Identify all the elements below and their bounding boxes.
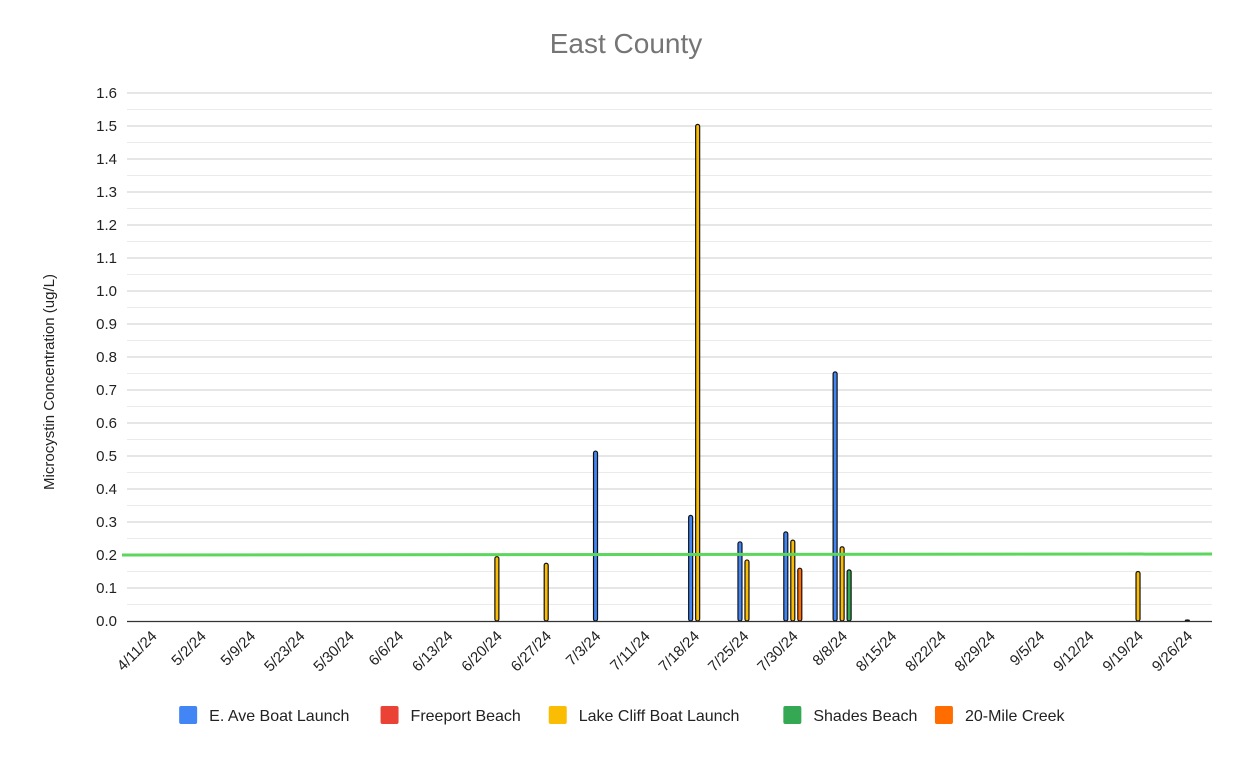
y-tick-label: 0.7 [96,382,117,399]
x-tick-label: 8/15/24 [853,628,900,675]
y-axis-ticks: 0.0 0.1 0.2 0.3 0.4 0.5 0.6 0.7 0.8 0.9 1.0 1.1 1.2 1… [96,85,117,630]
x-tick-label: 6/20/24 [458,628,505,675]
legend-swatch [783,706,802,724]
bars [494,123,1190,622]
threshold-line [121,552,1213,557]
x-tick-label: 7/25/24 [705,628,752,675]
x-tick-label: 7/3/24 [563,628,605,670]
gridlines [127,92,1212,605]
x-tick-label: 5/23/24 [261,628,308,675]
y-tick-label: 1.3 [96,184,117,201]
y-tick-label: 1.0 [96,283,117,300]
x-tick-label: 9/12/24 [1050,628,1097,675]
y-tick-label: 1.5 [96,118,117,135]
x-tick-label: 7/11/24 [607,628,654,675]
y-tick-label: 1.4 [96,151,117,168]
y-tick-label: 1.6 [96,85,117,102]
x-tick-label: 8/29/24 [951,628,998,675]
x-tick-label: 9/26/24 [1149,628,1196,675]
x-tick-label: 6/27/24 [508,628,555,675]
y-tick-label: 0.2 [96,547,117,564]
bar [494,556,500,622]
y-tick-label: 1.1 [96,250,117,267]
bar [1135,570,1141,622]
x-tick-label: 7/30/24 [754,628,801,675]
bar [846,569,852,622]
threshold-line-group [121,552,1213,557]
x-tick-label: 9/19/24 [1099,628,1146,675]
x-tick-label: 5/2/24 [168,628,210,670]
bar [744,559,750,622]
x-tick-label: 7/18/24 [656,628,703,675]
x-tick-label: 6/6/24 [366,628,408,670]
y-tick-label: 0.0 [96,613,117,630]
bar [592,450,599,622]
bar [695,123,701,622]
y-tick-label: 1.2 [96,217,117,234]
bar [1184,619,1190,622]
y-tick-label: 0.3 [96,514,117,531]
x-tick-label: 8/8/24 [809,628,851,670]
y-tick-label: 0.8 [96,349,117,366]
y-tick-label: 0.1 [96,580,117,597]
bar [783,531,789,622]
x-tick-label: 9/5/24 [1007,628,1049,670]
legend-label: Shades Beach [813,708,917,725]
bar [688,514,694,622]
x-tick-label: 6/13/24 [409,628,456,675]
legend-label: Freeport Beach [411,708,521,725]
x-tick-label: 4/11/24 [114,628,161,675]
x-tick-label: 5/9/24 [218,628,260,670]
legend-swatch [934,706,953,724]
y-axis-label: Microcystin Concentration (ug/L) [41,274,58,490]
legend-label: Lake Cliff Boat Launch [579,708,740,725]
bar [832,371,838,622]
bar [797,567,803,622]
legend-label: E. Ave Boat Launch [209,708,349,725]
bar [543,562,549,622]
legend-swatch [548,706,567,724]
bar [839,546,845,622]
x-tick-label: 5/30/24 [310,628,357,675]
legend: E. Ave Boat Launch Freeport Beach Lake Cli… [179,706,1066,725]
legend-label: 20-Mile Creek [965,708,1066,725]
bar [790,539,796,622]
legend-swatch [179,706,198,724]
chart-title: East County [550,28,703,59]
x-tick-label: 8/22/24 [902,628,949,675]
y-tick-label: 0.5 [96,448,117,465]
x-axis-ticks: 4/11/24 5/2/24 5/9/24 5/23/24 5/30/24 6/6/24 6… [114,628,1196,675]
y-tick-label: 0.6 [96,415,117,432]
y-tick-label: 0.9 [96,316,117,333]
y-tick-label: 0.4 [96,481,117,498]
legend-swatch [380,706,399,724]
